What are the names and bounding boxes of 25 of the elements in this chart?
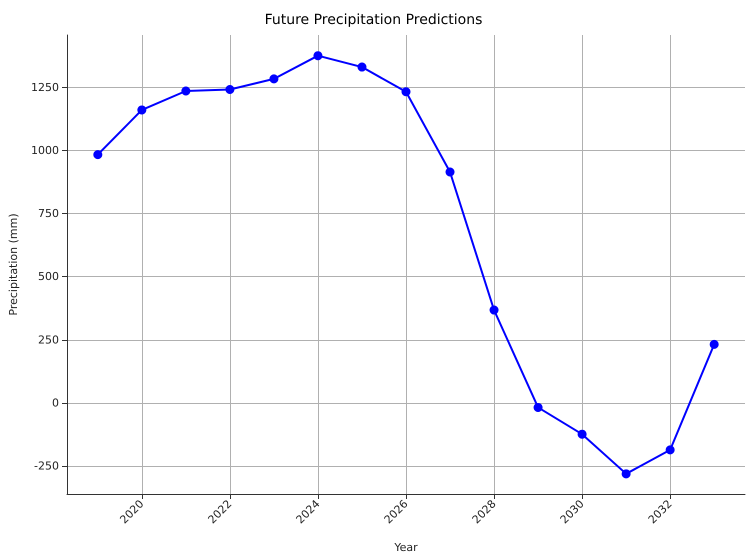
point bbox=[710, 340, 719, 349]
y-tick-label: 500 bbox=[38, 270, 59, 284]
point bbox=[578, 430, 587, 439]
point bbox=[181, 86, 190, 96]
point bbox=[622, 469, 631, 478]
point bbox=[357, 62, 366, 72]
y-tick-label: 1250 bbox=[31, 80, 59, 94]
x-axis-title: Year bbox=[393, 541, 418, 554]
y-tick-label: 750 bbox=[38, 207, 59, 220]
y-tick-label: 250 bbox=[38, 333, 59, 346]
point bbox=[313, 51, 322, 60]
y-axis-title: Precipitation (mm) bbox=[7, 213, 20, 316]
point bbox=[534, 402, 543, 412]
point bbox=[490, 306, 499, 315]
point bbox=[269, 74, 278, 84]
point bbox=[137, 105, 146, 114]
point bbox=[446, 168, 455, 177]
point bbox=[225, 85, 234, 94]
point bbox=[666, 445, 675, 454]
point bbox=[93, 150, 102, 160]
y-tick-label: 0 bbox=[52, 396, 59, 410]
y-tick-label: -250 bbox=[34, 459, 59, 472]
y-tick-label: 1000 bbox=[31, 144, 59, 158]
chart-title: Future Precipitation Predictions bbox=[264, 12, 482, 28]
point bbox=[402, 87, 410, 96]
